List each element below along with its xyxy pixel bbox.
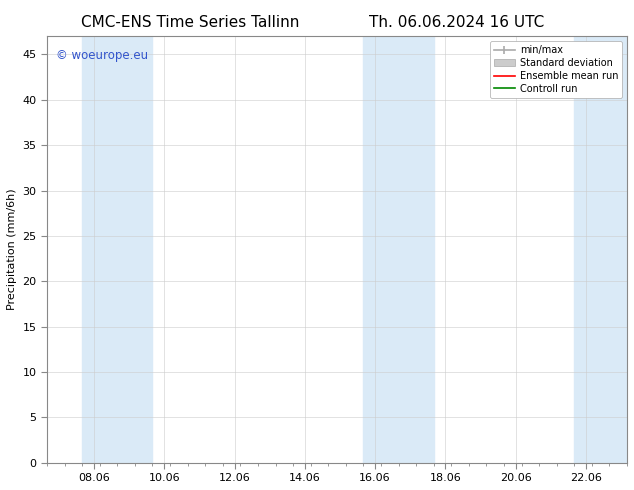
Bar	[574, 36, 627, 463]
Bar	[363, 36, 434, 463]
Legend: min/max, Standard deviation, Ensemble mean run, Controll run: min/max, Standard deviation, Ensemble me…	[489, 41, 622, 98]
Text: CMC-ENS Time Series Tallinn: CMC-ENS Time Series Tallinn	[81, 15, 299, 30]
Bar	[82, 36, 153, 463]
Text: © woeurope.eu: © woeurope.eu	[56, 49, 148, 62]
Y-axis label: Precipitation (mm/6h): Precipitation (mm/6h)	[7, 189, 17, 310]
Text: Th. 06.06.2024 16 UTC: Th. 06.06.2024 16 UTC	[369, 15, 544, 30]
